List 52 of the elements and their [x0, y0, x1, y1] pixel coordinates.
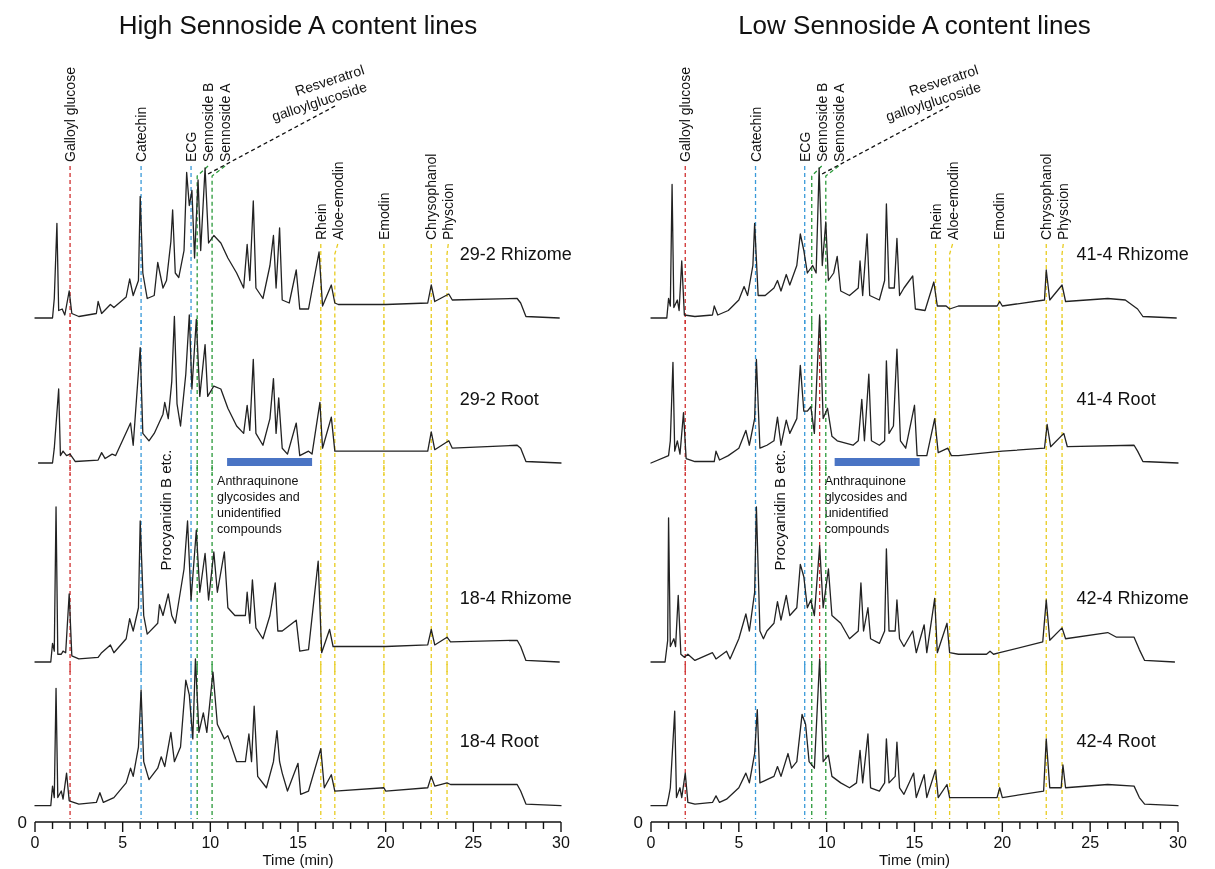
series-label: 29-2 Root: [459, 389, 539, 409]
ref-line-label: Sennoside B: [813, 82, 830, 162]
annotation: Procyanidin B etc.: [157, 449, 175, 571]
x-tick-label: 25: [1081, 834, 1100, 851]
chart-title: Low Sennoside A content lines: [738, 10, 1091, 40]
ref-line-label: Catechin: [133, 106, 150, 162]
series-label: 18-4 Root: [459, 731, 539, 751]
x-tick-label: 10: [817, 834, 836, 851]
x-axis-title: Time (min): [262, 851, 334, 868]
ref-line-label: Emodin: [375, 192, 392, 240]
ref-line-label: Chrysophanol: [423, 153, 440, 240]
ref-line-label: Physcion: [440, 183, 457, 240]
ref-line-label: Sennoside A: [830, 82, 847, 162]
x-tick-label: 0: [30, 834, 40, 851]
x-tick-label: 15: [905, 834, 924, 851]
ref-line-label: Galloyl glucose: [62, 66, 79, 162]
annotation: Procyanidin B etc.: [771, 449, 789, 571]
ref-line-label: Sennoside B: [200, 82, 217, 162]
text: 0: [633, 813, 643, 832]
x-tick-label: 15: [289, 834, 307, 851]
ref-line-label: ECG: [183, 131, 200, 162]
x-tick-label: 5: [118, 834, 128, 851]
series-label: 41-4 Rhizome: [1076, 244, 1189, 264]
chart-title: High Sennoside A content lines: [118, 10, 478, 40]
x-tick-label: 0: [646, 834, 656, 851]
x-tick-label: 30: [1169, 834, 1187, 851]
ref-line-label: Catechin: [747, 106, 764, 162]
series-label: 42-4 Rhizome: [1076, 588, 1189, 608]
x-tick-label: 20: [993, 834, 1012, 851]
ref-line-label: Emodin: [990, 192, 1007, 240]
x-axis-title: Time (min): [878, 851, 951, 868]
text: 0: [17, 813, 27, 832]
ref-line-label: Rhein: [312, 203, 329, 240]
annotation: Anthraquinone glycosides and unidentified compounds: [217, 474, 300, 536]
series-label: 42-4 Root: [1076, 731, 1156, 751]
ref-line-label: ECG: [796, 131, 813, 162]
series-label: 41-4 Root: [1076, 389, 1156, 409]
series-label: 29-2 Rhizome: [459, 244, 572, 264]
ref-line-label: Galloyl glucose: [677, 66, 694, 162]
ref-line-label: Sennoside A: [217, 82, 234, 162]
x-tick-label: 10: [201, 834, 220, 851]
ref-line-label: Aloe-emodin: [329, 161, 346, 240]
ref-line-label: Rhein: [927, 203, 944, 240]
x-tick-label: 20: [376, 834, 395, 851]
x-tick-label: 25: [464, 834, 483, 851]
annotation: Anthraquinone glycosides and unidentified compounds: [824, 474, 908, 536]
x-tick-label: 30: [552, 834, 570, 851]
x-tick-label: 5: [734, 834, 744, 851]
ref-line-label: Chrysophanol: [1038, 153, 1055, 240]
ref-line-label: Aloe-emodin: [944, 161, 961, 240]
series-label: 18-4 Rhizome: [459, 588, 572, 608]
ref-line-label: Physcion: [1055, 183, 1072, 240]
